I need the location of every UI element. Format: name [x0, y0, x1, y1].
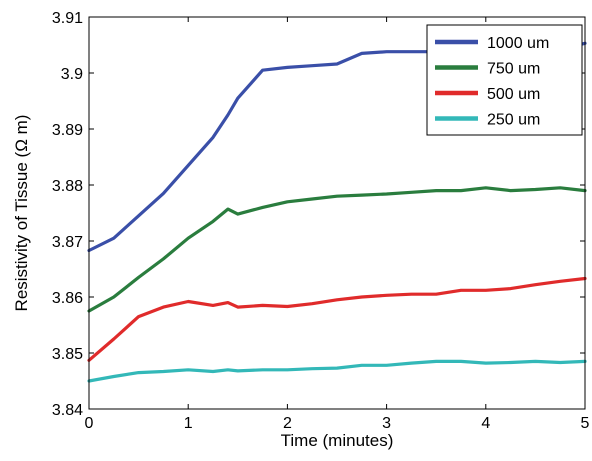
y-tick-label: 3.87 — [52, 234, 83, 251]
y-tick-label: 3.89 — [52, 122, 83, 139]
y-tick-label: 3.84 — [52, 402, 83, 419]
series-line-3 — [87, 359, 587, 383]
legend: 1000 um 750 um 500 um 250 um — [426, 24, 583, 136]
axes — [88, 16, 586, 410]
axes-box — [88, 16, 586, 410]
y-tick-label: 3.86 — [52, 290, 83, 307]
y-tick-label: 3.85 — [52, 346, 83, 363]
legend-label-3: 250 um — [487, 112, 540, 129]
x-tick-label: 5 — [581, 415, 590, 432]
x-tick-label: 2 — [283, 415, 292, 432]
x-tick-label: 0 — [85, 415, 94, 432]
legend-label-2: 500 um — [487, 86, 540, 103]
y-tick-label: 3.91 — [52, 10, 83, 27]
y-tick-label: 3.9 — [61, 66, 83, 83]
tick-labels: 0 1 2 3 4 5 3.84 3.85 3.86 3.87 3.88 3.89 3.9 3.91 — [52, 10, 590, 432]
series-line-2 — [87, 276, 587, 362]
legend-label-0: 1000 um — [487, 35, 549, 52]
x-tick-label: 1 — [184, 415, 193, 432]
x-tick-label: 4 — [481, 415, 490, 432]
series-line-1 — [87, 186, 587, 313]
y-tick-label: 3.88 — [52, 178, 83, 195]
tick-marks — [88, 16, 586, 410]
legend-label-1: 750 um — [487, 61, 540, 78]
x-tick-label: 3 — [382, 415, 391, 432]
x-axis-label: Time (minutes) — [281, 431, 394, 450]
y-axis-label: Resistivity of Tissue (Ω m) — [12, 115, 31, 312]
